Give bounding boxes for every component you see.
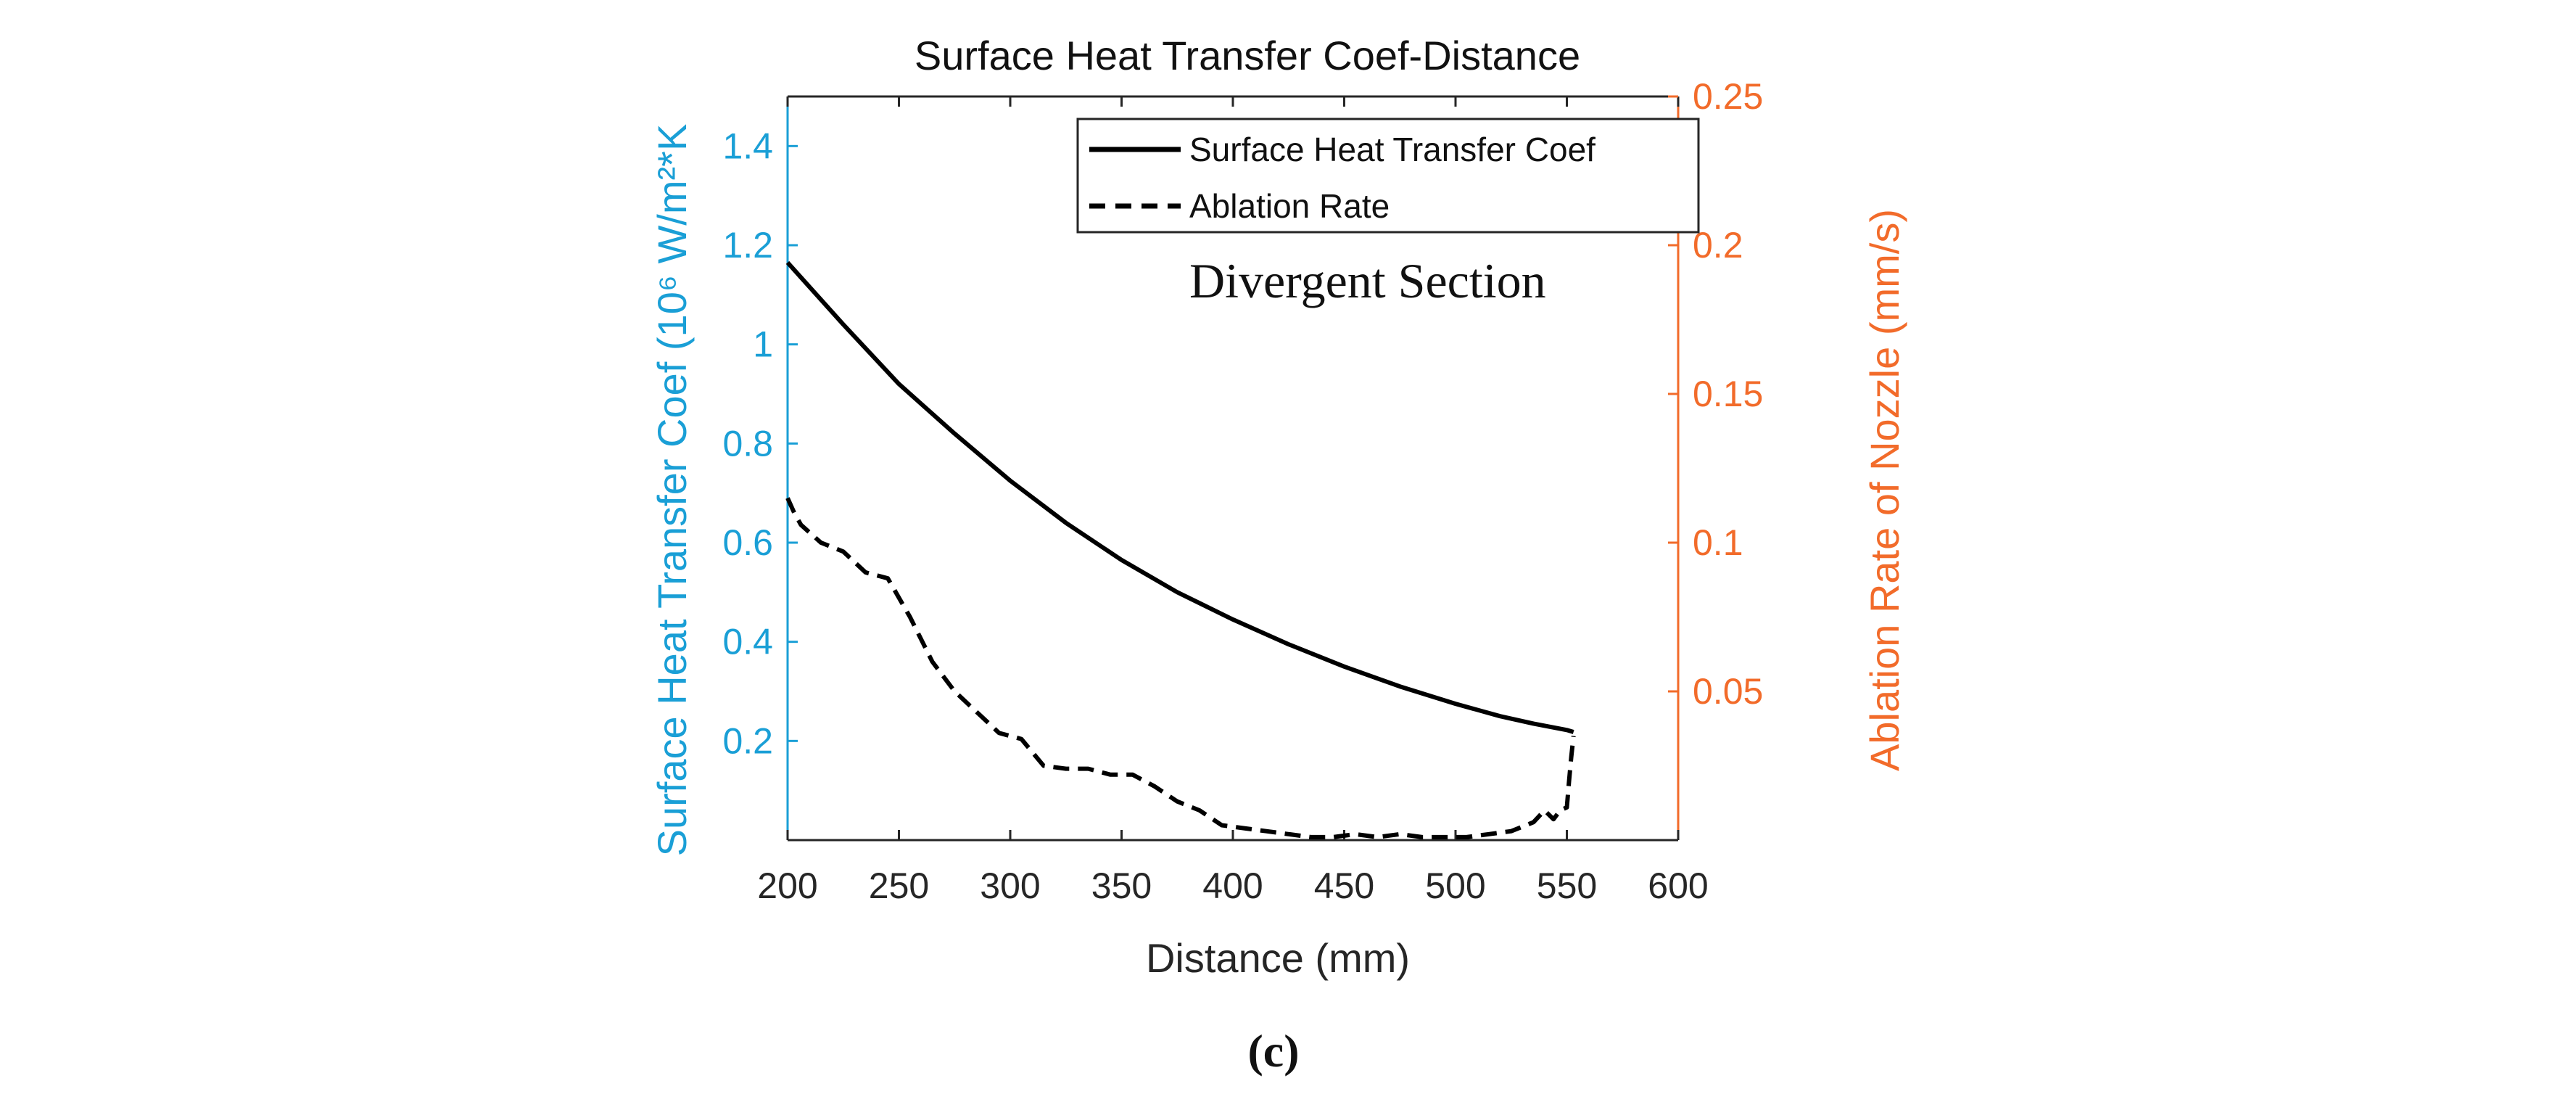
x-tick-labels: 200 250 300 350 400 450 500 550 600 bbox=[757, 865, 1708, 906]
series-line-heat-transfer bbox=[785, 260, 1574, 734]
x-tick-label: 600 bbox=[1648, 865, 1708, 906]
series-line-ablation-rate bbox=[785, 497, 1576, 839]
tick-marks bbox=[786, 95, 1680, 840]
x-tick-label: 400 bbox=[1202, 865, 1263, 906]
y-left-tick-label: 1.2 bbox=[722, 225, 773, 266]
x-tick-label: 350 bbox=[1091, 865, 1152, 906]
y-left-tick-label: 0.2 bbox=[722, 720, 773, 761]
x-tick-label: 250 bbox=[869, 865, 929, 906]
y-left-tick-label: 1 bbox=[753, 324, 773, 365]
y-right-tick-label: 0.25 bbox=[1693, 76, 1763, 117]
x-tick-label: 550 bbox=[1537, 865, 1597, 906]
y-right-tick-label: 0.15 bbox=[1693, 374, 1763, 414]
figure-caption: (c) bbox=[1247, 1025, 1299, 1077]
y-left-axis-label: Surface Heat Transfer Coef (10⁶ W/m²*K bbox=[649, 124, 695, 857]
chart-title: Surface Heat Transfer Coef-Distance bbox=[915, 33, 1580, 78]
x-tick-label: 500 bbox=[1425, 865, 1485, 906]
legend: Surface Heat Transfer Coef Ablation Rate bbox=[1076, 118, 1700, 234]
y-right-tick-label: 0.05 bbox=[1693, 671, 1763, 712]
x-tick-label: 200 bbox=[757, 865, 817, 906]
y-left-tick-label: 1.4 bbox=[722, 126, 773, 166]
x-tick-label: 450 bbox=[1314, 865, 1374, 906]
x-axis-label: Distance (mm) bbox=[1146, 935, 1410, 981]
y-left-tick-label: 0.6 bbox=[722, 522, 773, 563]
y-left-tick-labels: 0.2 0.4 0.6 0.8 1 1.2 1.4 bbox=[722, 126, 773, 761]
y-left-tick-label: 0.4 bbox=[722, 622, 773, 662]
x-tick-label: 300 bbox=[980, 865, 1040, 906]
y-right-tick-label: 0.1 bbox=[1693, 522, 1743, 563]
legend-entry-ablation-rate: Ablation Rate bbox=[1189, 187, 1390, 225]
y-right-axis-label: Ablation Rate of Nozzle (mm/s) bbox=[1862, 209, 1907, 771]
legend-box bbox=[1076, 118, 1700, 234]
y-right-tick-label: 0.2 bbox=[1693, 225, 1743, 266]
series-lines bbox=[785, 260, 1576, 839]
y-left-tick-label: 0.8 bbox=[722, 423, 773, 464]
annotation-divergent-section: Divergent Section bbox=[1189, 253, 1546, 308]
y-right-tick-labels: 0.05 0.1 0.15 0.2 0.25 bbox=[1693, 76, 1763, 712]
legend-entry-heat-transfer: Surface Heat Transfer Coef bbox=[1189, 131, 1595, 168]
